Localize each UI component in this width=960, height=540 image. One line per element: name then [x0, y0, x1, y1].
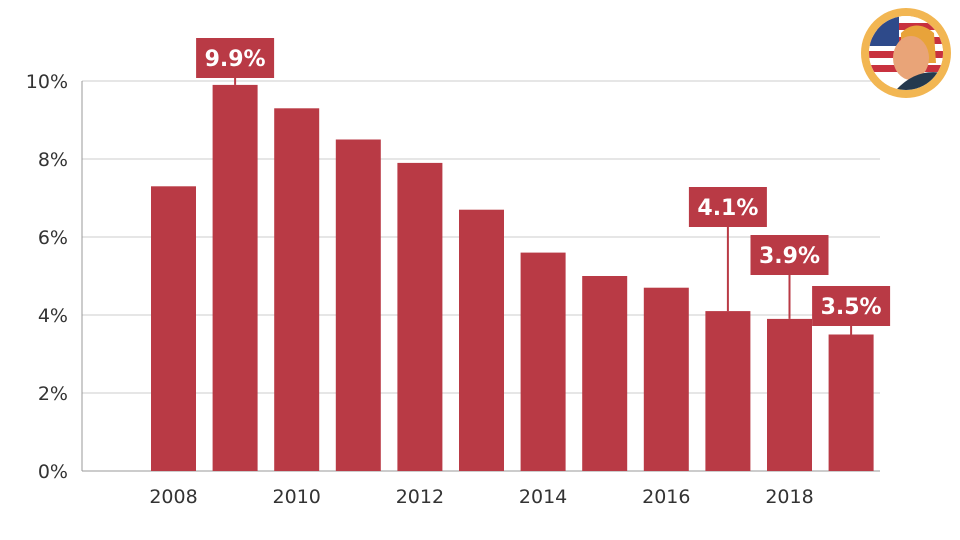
x-tick-label: 2016	[642, 486, 690, 508]
bar-2014	[520, 252, 566, 471]
bars	[151, 84, 874, 472]
bar-2018	[767, 318, 812, 471]
y-axis-ticks: 0% 2% 4% 6% 8% 10%	[26, 71, 68, 483]
bar-2009	[212, 84, 258, 472]
bar-2016	[643, 287, 689, 471]
y-tick-label: 6%	[38, 227, 68, 249]
bar-2019	[828, 334, 874, 471]
y-tick-label: 0%	[38, 461, 68, 483]
data-label: 4.1%	[697, 196, 758, 221]
y-tick-label: 4%	[38, 305, 68, 327]
bar-2012	[397, 162, 443, 471]
bar-2013	[459, 209, 504, 471]
annotation-box	[688, 187, 767, 227]
american-flag-person-badge-icon	[861, 8, 951, 98]
x-tick-label: 2012	[396, 486, 444, 508]
bar-2011	[335, 139, 381, 471]
x-tick-label: 2014	[519, 486, 567, 508]
data-label: 3.5%	[821, 295, 882, 320]
x-axis-ticks: 2008 2010 2012 2014 2016 2018	[149, 486, 813, 508]
x-tick-label: 2008	[149, 486, 197, 508]
y-tick-label: 8%	[38, 149, 68, 171]
x-tick-label: 2018	[765, 486, 813, 508]
data-label: 9.9%	[205, 47, 266, 72]
bar-2017	[705, 311, 751, 471]
bar-2015	[582, 276, 628, 471]
y-tick-label: 10%	[26, 71, 68, 93]
annotation-box	[196, 38, 275, 78]
data-labels: 9.9% 4.1%3.9% 3.5%	[196, 38, 891, 335]
annotation-box	[812, 286, 891, 326]
annotation-box	[750, 235, 829, 275]
bar-2008	[151, 186, 196, 472]
bar-2010	[274, 108, 320, 472]
y-tick-label: 2%	[38, 383, 68, 405]
x-tick-label: 2010	[273, 486, 321, 508]
data-label: 3.9%	[759, 244, 820, 269]
